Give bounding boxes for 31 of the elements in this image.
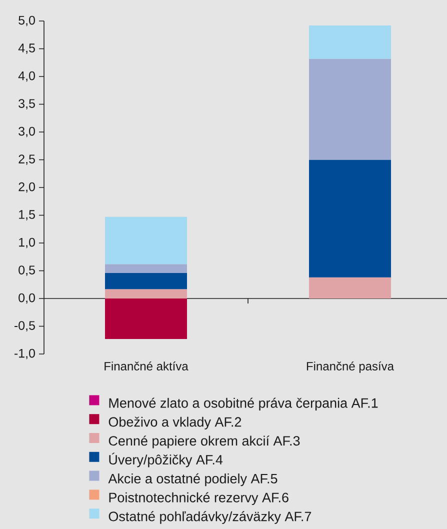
x-tick-label: Finančné pasíva	[306, 362, 394, 373]
bar	[105, 272, 187, 290]
bar	[105, 298, 187, 340]
legend-label: Ostatné pohľadávky/záväzky AF.7	[108, 511, 312, 524]
y-tick-label: -1,0	[14, 348, 35, 360]
y-tick-label: 0,0	[18, 293, 35, 304]
y-tick-label: 2,5	[18, 154, 35, 165]
legend-label: Akcie a ostatné podiely AF.5	[108, 473, 278, 486]
y-tick-label: 3,0	[18, 126, 35, 138]
bar	[105, 216, 187, 264]
y-tick-label: 1,0	[19, 238, 35, 248]
bar	[309, 277, 392, 298]
y-tick-label: 5,0	[18, 16, 35, 26]
legend-label: Menové zlato a osobitné práva čerpania AF.1	[109, 398, 378, 410]
y-tick-label: -0,5	[14, 321, 35, 332]
x-tick-label: Finančné aktíva	[104, 362, 188, 370]
y-tick-label: 2,0	[18, 182, 35, 193]
legend-label: Obeživo a vklady AF.2	[108, 416, 242, 430]
y-tick-label: 1,5	[19, 210, 35, 220]
bar	[309, 25, 392, 59]
legend-label: Úvery/pôžičky AF.4	[109, 452, 223, 468]
legend-label: Poistnotechnické rezervy AF.6	[109, 492, 288, 505]
bar	[105, 289, 187, 298]
y-tick-label: 0,5	[18, 266, 35, 276]
bar	[309, 58, 392, 160]
y-tick-label: 4,5	[18, 44, 35, 54]
bar	[105, 264, 187, 273]
y-tick-label: 4,0	[18, 71, 35, 82]
bar	[309, 160, 392, 278]
legend-label: Cenné papiere okrem akcií AF.3	[108, 436, 300, 448]
y-tick-label: 3,5	[18, 99, 35, 110]
